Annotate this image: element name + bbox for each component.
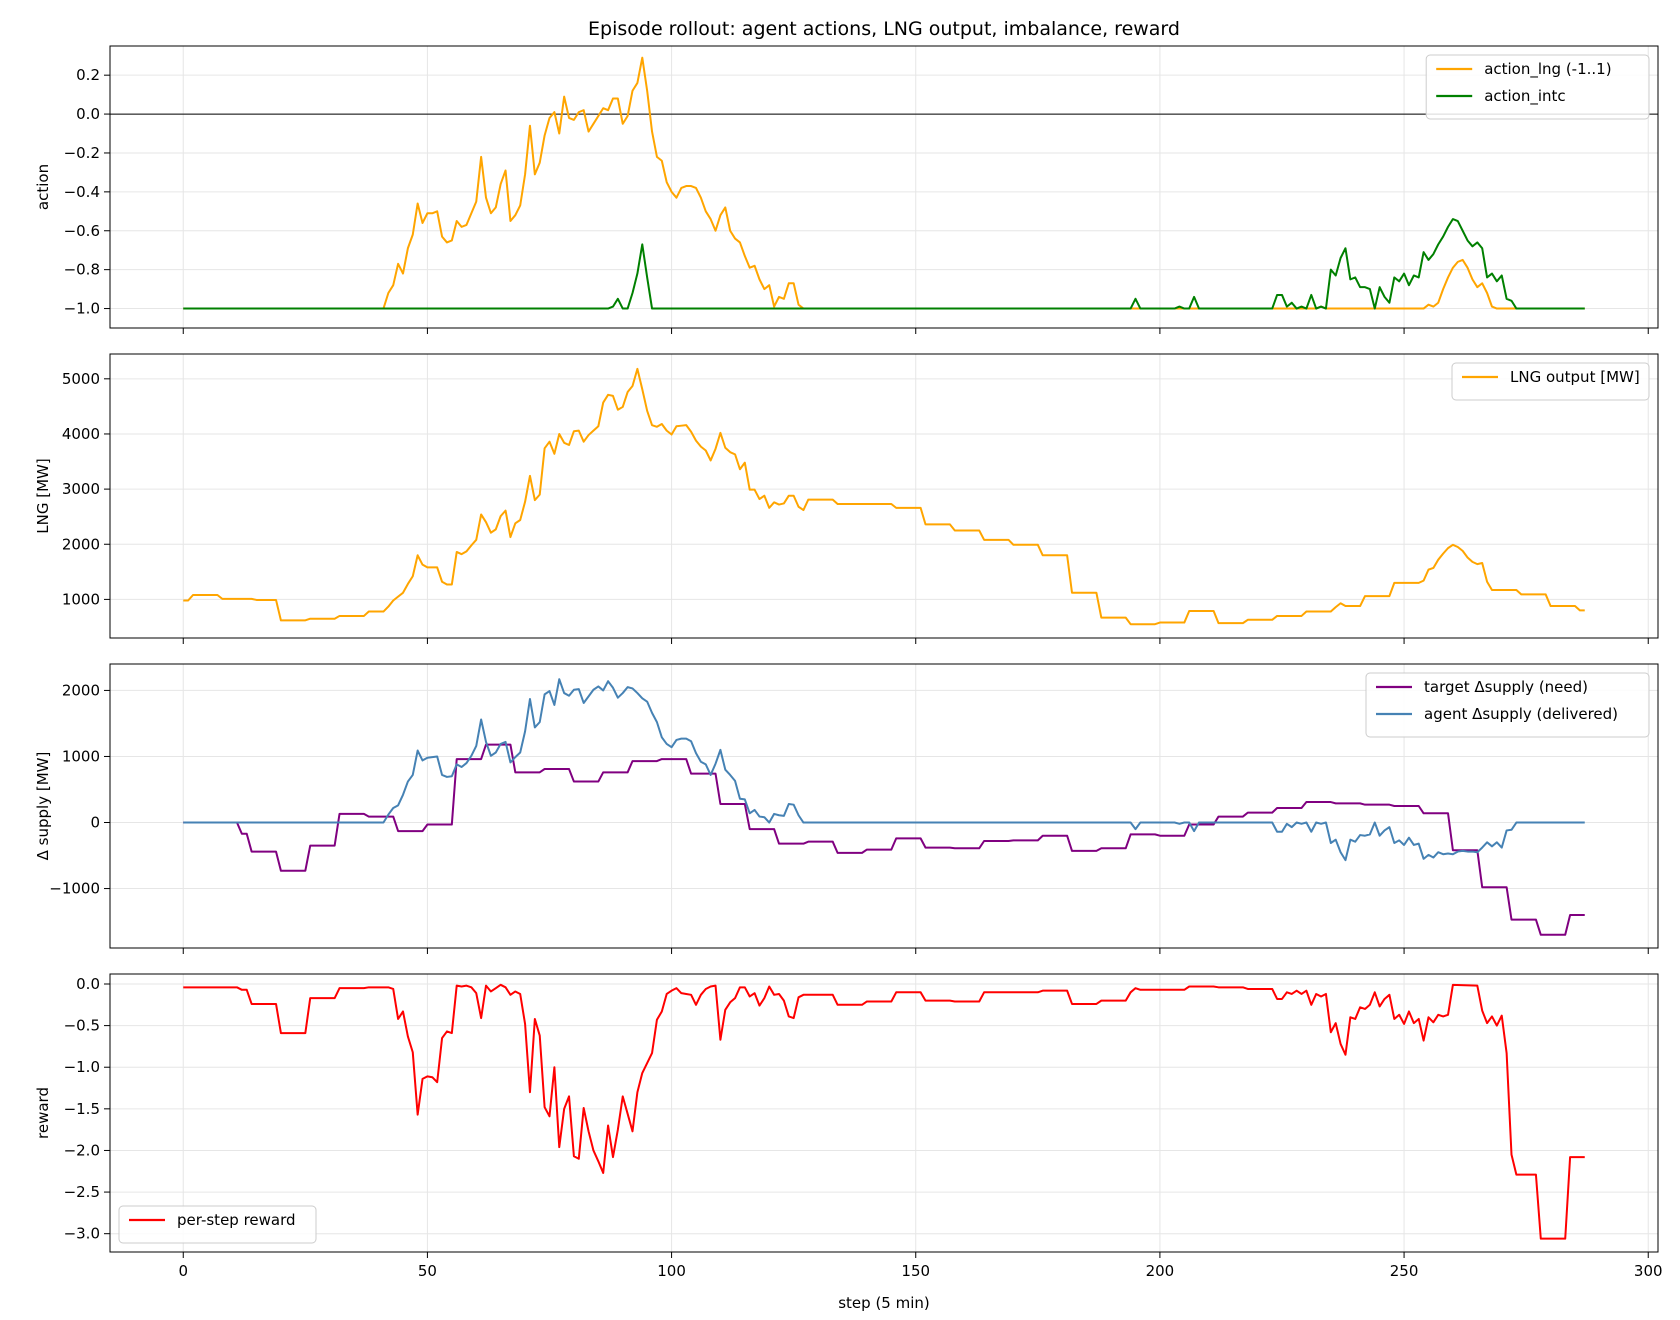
legend-label: action_intc — [1484, 87, 1565, 106]
y-tick-label: 0.2 — [76, 66, 100, 84]
axes-frame — [109, 973, 1659, 1253]
legend-box — [118, 1205, 317, 1244]
y-axis-label: LNG [MW] — [34, 458, 52, 533]
legend-box — [1451, 362, 1650, 401]
y-tick-label: 2000 — [62, 535, 100, 553]
y-tick-label: −0.2 — [64, 144, 100, 162]
legend-label: agent Δsupply (delivered) — [1424, 705, 1618, 723]
series-line-3-1 — [183, 743, 1585, 936]
legend-label: target Δsupply (need) — [1424, 678, 1588, 696]
legend-label: LNG output [MW] — [1510, 368, 1640, 386]
panel-4: −3.0 −2.5 −2.0 −1.5 −1.0 −0.5 0.0 0 50 100 150 200 2… — [34, 973, 1663, 1280]
panel-2: 1000 2000 3000 4000 5000 LNG [MW] LNG output [… — [34, 353, 1659, 644]
y-axis-label: action — [34, 164, 52, 210]
y-tick-label: −1000 — [49, 880, 100, 898]
series-line-2-1 — [183, 367, 1585, 626]
axes-frame — [109, 45, 1659, 329]
y-axis-label: reward — [34, 1087, 52, 1139]
y-tick-label: −0.4 — [64, 183, 100, 201]
y-tick-label: 4000 — [62, 425, 100, 443]
y-tick-label: 5000 — [62, 370, 100, 388]
y-tick-label: −2.5 — [64, 1183, 100, 1201]
y-axis-label: Δ supply [MW] — [34, 752, 52, 861]
axes-frame — [109, 663, 1659, 949]
x-axis-label: step (5 min) — [838, 1294, 930, 1312]
x-tick-label: 0 — [178, 1262, 188, 1280]
x-tick-label: 300 — [1634, 1262, 1663, 1280]
series-line-1-1 — [183, 56, 1585, 310]
legend-label: per-step reward — [177, 1211, 296, 1229]
y-tick-label: 1000 — [62, 747, 100, 765]
series-line-4-1 — [183, 983, 1585, 1240]
x-tick-label: 200 — [1146, 1262, 1175, 1280]
x-tick-label: 50 — [418, 1262, 437, 1280]
panel-3: −1000 0 1000 2000 Δ supply [MW] target Δsuppl… — [34, 663, 1659, 954]
y-tick-label: −1.0 — [64, 300, 100, 318]
y-tick-label: −1.5 — [64, 1100, 100, 1118]
x-tick-label: 250 — [1390, 1262, 1419, 1280]
y-tick-label: −1.0 — [64, 1058, 100, 1076]
series-line-1-2 — [183, 218, 1585, 310]
y-tick-label: −3.0 — [64, 1225, 100, 1243]
y-tick-label: 0 — [90, 814, 100, 832]
legend-label: action_lng (-1..1) — [1484, 60, 1611, 79]
y-tick-label: 0.0 — [76, 105, 100, 123]
legend-box — [1425, 54, 1650, 120]
y-tick-label: 2000 — [62, 681, 100, 699]
legend-box — [1365, 672, 1650, 738]
panel-1: −1.0 −0.8 −0.6 −0.4 −0.2 0.0 0.2 action action_l… — [34, 45, 1659, 334]
y-tick-label: −0.6 — [64, 222, 100, 240]
y-tick-label: −0.8 — [64, 261, 100, 279]
axes-frame — [109, 353, 1659, 639]
y-tick-label: −2.0 — [64, 1141, 100, 1159]
panels-group: −1.0 −0.8 −0.6 −0.4 −0.2 0.0 0.2 action action_l… — [34, 45, 1663, 1280]
y-tick-label: −0.5 — [64, 1017, 100, 1035]
y-tick-label: 3000 — [62, 480, 100, 498]
x-tick-label: 150 — [901, 1262, 930, 1280]
series-line-3-2 — [183, 678, 1585, 862]
x-tick-label: 100 — [657, 1262, 686, 1280]
y-tick-label: 0.0 — [76, 975, 100, 993]
chart-title: Episode rollout: agent actions, LNG outp… — [588, 18, 1180, 40]
y-tick-label: 1000 — [62, 590, 100, 608]
